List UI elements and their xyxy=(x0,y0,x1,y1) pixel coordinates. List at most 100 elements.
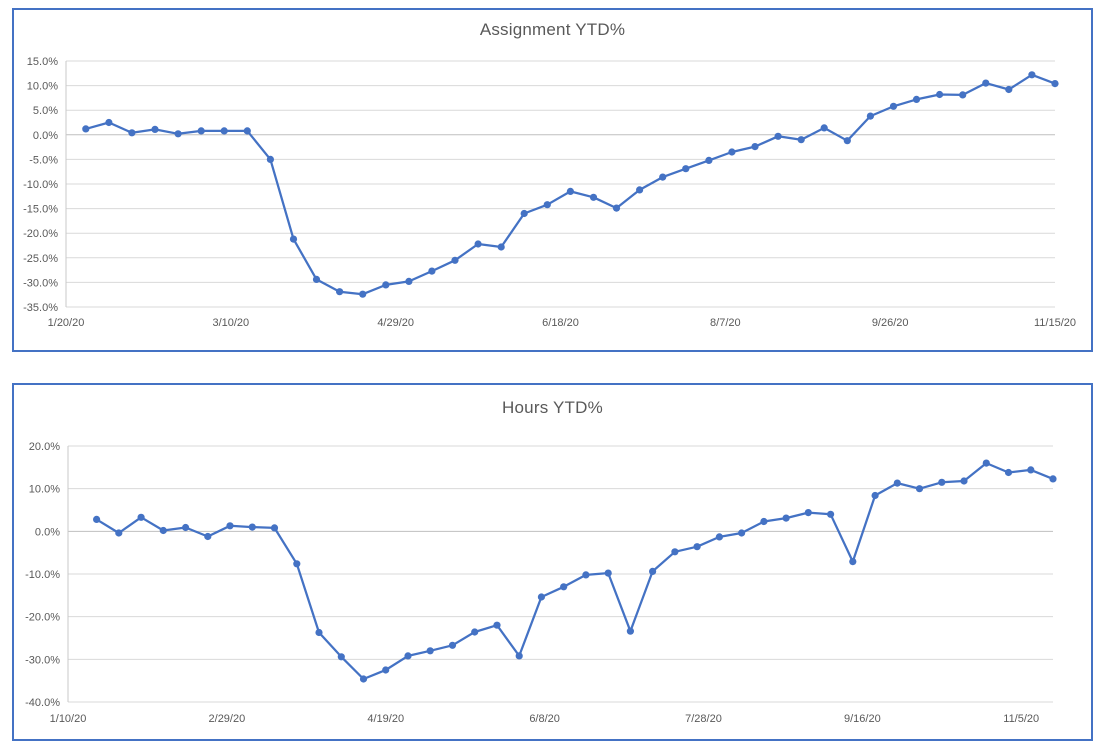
y-axis-tick-label: -20.0% xyxy=(23,228,58,240)
data-point-marker xyxy=(226,522,234,530)
x-axis-tick-label: 11/5/20 xyxy=(1003,713,1039,725)
data-point-marker xyxy=(893,479,901,487)
data-point-marker xyxy=(1051,80,1059,88)
data-point-marker xyxy=(797,136,805,144)
data-point-marker xyxy=(582,571,590,579)
y-axis-tick-label: -10.0% xyxy=(23,179,58,191)
data-point-marker xyxy=(543,201,551,209)
data-point-marker xyxy=(474,240,482,248)
data-point-marker xyxy=(137,513,145,521)
data-point-marker xyxy=(871,491,879,500)
data-point-marker xyxy=(315,628,323,637)
data-point-marker xyxy=(751,143,759,151)
data-point-marker xyxy=(426,647,434,655)
x-axis-tick-label: 11/15/20 xyxy=(1034,317,1076,329)
data-point-marker xyxy=(204,532,212,541)
x-axis-tick-label: 3/10/20 xyxy=(212,317,249,329)
data-point-marker xyxy=(289,235,298,243)
data-point-marker xyxy=(936,90,944,99)
x-axis-tick-label: 6/18/20 xyxy=(542,317,579,329)
x-axis-tick-label: 1/20/20 xyxy=(48,317,85,329)
data-point-marker xyxy=(359,675,368,683)
data-point-marker xyxy=(451,256,459,264)
data-point-marker xyxy=(159,526,167,535)
y-axis-tick-label: -20.0% xyxy=(25,612,60,624)
x-axis-tick-label: 9/16/20 xyxy=(844,713,881,725)
data-point-marker xyxy=(715,533,724,541)
data-point-marker xyxy=(566,187,575,195)
data-point-marker xyxy=(337,653,345,661)
y-axis-tick-label: -30.0% xyxy=(23,277,58,289)
data-point-marker xyxy=(82,125,90,133)
assignment-ytd-plot-area: 15.0% 10.0% 5.0% 0.0% -5.0% -10.0% -15.0% -20.0… xyxy=(23,56,1076,329)
x-axis-tick-label: 4/19/20 xyxy=(367,713,404,725)
data-point-marker xyxy=(760,517,768,526)
data-point-marker xyxy=(312,275,321,283)
data-point-marker xyxy=(849,558,857,566)
data-point-marker xyxy=(960,477,968,485)
data-point-marker xyxy=(174,130,182,138)
y-axis-tick-label: 5.0% xyxy=(33,105,58,117)
data-point-marker xyxy=(471,628,479,636)
hours-ytd-plot-area: 20.0% 10.0% 0.0% -10.0% -20.0% -30.0% -40.0% 1/… xyxy=(25,441,1057,725)
x-axis-tick-label: 7/28/20 xyxy=(685,713,722,725)
data-point-marker xyxy=(1004,468,1013,477)
data-point-marker xyxy=(659,173,667,181)
data-point-marker xyxy=(682,165,690,173)
y-axis-tick-label: -5.0% xyxy=(29,154,58,166)
x-axis-tick-label: 6/8/20 xyxy=(529,713,560,725)
data-point-marker xyxy=(1028,71,1036,79)
series-line xyxy=(95,461,1055,681)
data-point-marker xyxy=(782,514,790,522)
data-point-marker xyxy=(537,593,546,601)
y-axis-tick-label: 10.0% xyxy=(29,484,60,496)
data-point-marker xyxy=(938,478,946,486)
data-point-marker xyxy=(270,524,279,532)
x-axis-tick-label: 2/29/20 xyxy=(209,713,246,725)
data-point-marker xyxy=(912,95,921,103)
data-point-marker xyxy=(889,102,898,110)
data-point-marker xyxy=(197,127,205,135)
data-point-marker xyxy=(589,193,598,201)
data-point-marker xyxy=(493,621,501,629)
y-axis-tick-label: 10.0% xyxy=(27,81,58,93)
data-point-marker xyxy=(866,112,875,120)
y-axis-tick-label: -15.0% xyxy=(23,204,58,216)
data-point-marker xyxy=(151,125,159,133)
data-point-marker xyxy=(515,652,523,660)
data-point-marker xyxy=(359,290,367,298)
y-axis-tick-label: -10.0% xyxy=(25,569,60,581)
data-point-marker xyxy=(959,91,967,99)
data-point-marker xyxy=(336,288,344,296)
data-point-marker xyxy=(820,124,828,132)
data-point-marker xyxy=(612,204,621,212)
data-point-marker xyxy=(382,666,390,674)
data-point-marker xyxy=(448,641,457,649)
data-point-marker xyxy=(693,543,701,551)
y-axis-tick-label: -25.0% xyxy=(23,253,58,265)
data-point-marker xyxy=(220,127,228,135)
y-axis-tick-label: 0.0% xyxy=(35,526,60,538)
data-point-marker xyxy=(405,277,413,285)
assignment-ytd-chart-frame: Assignment YTD% 15.0% 10.0% 5.0% 0.0% -5.0% -… xyxy=(12,8,1093,352)
data-point-marker xyxy=(1005,85,1013,94)
data-point-marker xyxy=(93,515,101,523)
data-point-marker xyxy=(248,523,256,531)
data-point-marker xyxy=(827,510,835,518)
data-point-marker xyxy=(404,652,412,660)
data-point-marker xyxy=(428,267,436,275)
x-axis-tick-label: 9/26/20 xyxy=(872,317,909,329)
chart-title: Hours YTD% xyxy=(502,398,603,417)
chart-title: Assignment YTD% xyxy=(479,20,626,39)
data-point-marker xyxy=(266,155,274,163)
data-point-marker xyxy=(604,569,612,577)
y-axis-tick-label: -40.0% xyxy=(25,697,60,709)
y-axis-tick-label: -35.0% xyxy=(23,302,58,314)
data-point-marker xyxy=(1049,475,1057,483)
data-point-marker xyxy=(738,529,746,537)
data-point-marker xyxy=(915,485,924,493)
x-axis-tick-label: 8/7/20 xyxy=(710,317,741,329)
hours-ytd-chart-frame: Hours YTD% 20.0% 10.0% 0.0% -10.0% -20.0% -30… xyxy=(12,383,1093,741)
data-point-marker xyxy=(804,509,812,517)
